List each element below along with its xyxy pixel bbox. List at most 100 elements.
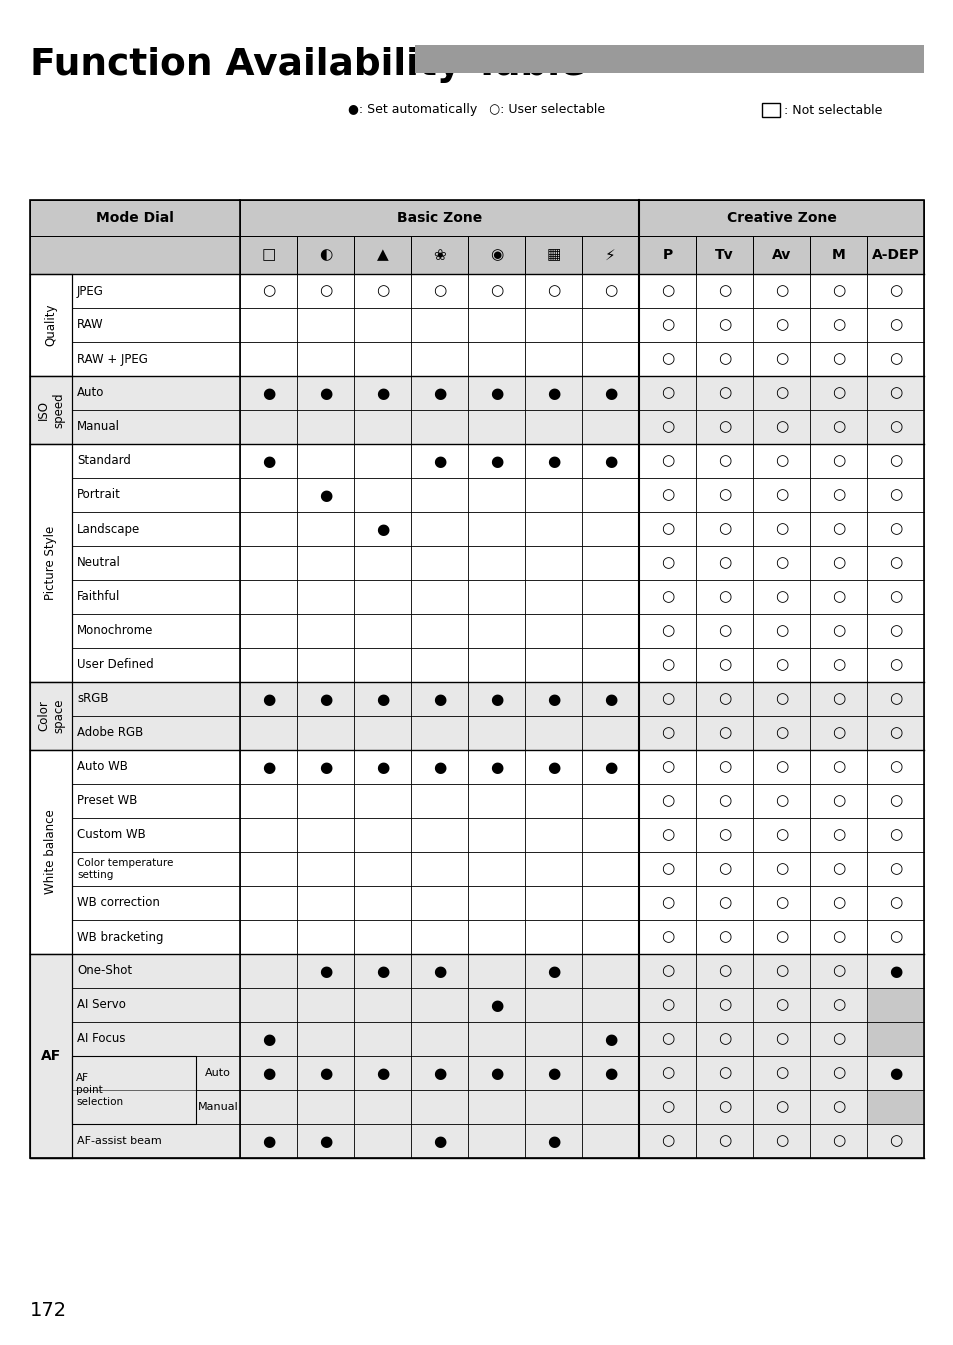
Bar bbox=[468, 886, 524, 920]
Text: AF
point
selection: AF point selection bbox=[76, 1072, 123, 1107]
Bar bbox=[296, 954, 354, 989]
Bar bbox=[296, 410, 354, 444]
Bar bbox=[809, 377, 866, 410]
Text: ●: ● bbox=[546, 453, 559, 468]
Bar bbox=[354, 716, 411, 751]
Bar bbox=[411, 410, 468, 444]
Text: ○: ○ bbox=[660, 896, 674, 911]
Bar bbox=[639, 200, 923, 235]
Bar bbox=[696, 1089, 752, 1124]
Text: Neutral: Neutral bbox=[77, 557, 121, 569]
Bar bbox=[524, 1089, 581, 1124]
Bar bbox=[696, 410, 752, 444]
Bar bbox=[71, 716, 240, 751]
Bar bbox=[411, 1056, 468, 1089]
Bar bbox=[240, 1022, 296, 1056]
Bar bbox=[752, 512, 809, 546]
Text: ○: ○ bbox=[774, 487, 787, 503]
Text: ●: ● bbox=[433, 1065, 446, 1080]
Text: ○: ○ bbox=[774, 1099, 787, 1115]
Bar bbox=[581, 477, 639, 512]
Bar bbox=[240, 546, 296, 580]
Bar bbox=[639, 235, 696, 274]
Bar bbox=[866, 410, 923, 444]
Text: ○: ○ bbox=[888, 760, 902, 775]
Bar bbox=[240, 512, 296, 546]
Text: Portrait: Portrait bbox=[77, 488, 121, 502]
Bar bbox=[866, 274, 923, 308]
Bar bbox=[411, 1124, 468, 1158]
Bar bbox=[71, 1022, 240, 1056]
Text: ○: ○ bbox=[831, 1032, 844, 1046]
Bar bbox=[240, 410, 296, 444]
Bar bbox=[411, 615, 468, 648]
Bar bbox=[581, 682, 639, 716]
Bar bbox=[468, 851, 524, 886]
Text: ISO
speed: ISO speed bbox=[37, 393, 65, 428]
Bar bbox=[761, 104, 780, 117]
Bar bbox=[468, 274, 524, 308]
Bar bbox=[696, 648, 752, 682]
Bar bbox=[354, 477, 411, 512]
Bar bbox=[411, 274, 468, 308]
Bar bbox=[866, 1056, 923, 1089]
Text: ●: ● bbox=[888, 963, 902, 979]
Text: 172: 172 bbox=[30, 1301, 67, 1319]
Bar bbox=[524, 512, 581, 546]
Text: ●: ● bbox=[262, 691, 274, 706]
Text: ◐: ◐ bbox=[318, 247, 332, 262]
Text: Preset WB: Preset WB bbox=[77, 795, 137, 807]
Bar bbox=[639, 851, 696, 886]
Bar bbox=[240, 580, 296, 615]
Bar bbox=[809, 274, 866, 308]
Text: ○: ○ bbox=[888, 351, 902, 366]
Text: ●: ● bbox=[433, 453, 446, 468]
Bar bbox=[71, 546, 240, 580]
Bar bbox=[296, 308, 354, 342]
Bar bbox=[195, 1089, 240, 1124]
Bar bbox=[296, 444, 354, 477]
Text: ○: ○ bbox=[717, 862, 730, 877]
Bar bbox=[30, 512, 71, 546]
Text: ○: ○ bbox=[717, 522, 730, 537]
Text: ○: ○ bbox=[888, 658, 902, 672]
Bar bbox=[639, 1124, 696, 1158]
Bar bbox=[696, 444, 752, 477]
Bar bbox=[468, 1022, 524, 1056]
Bar bbox=[809, 410, 866, 444]
Bar bbox=[468, 648, 524, 682]
Bar bbox=[809, 682, 866, 716]
Bar bbox=[752, 410, 809, 444]
Bar bbox=[524, 851, 581, 886]
Bar bbox=[411, 920, 468, 954]
Bar bbox=[639, 1022, 696, 1056]
Bar bbox=[752, 615, 809, 648]
Bar bbox=[354, 1056, 411, 1089]
Text: ●: ● bbox=[546, 386, 559, 401]
Bar bbox=[696, 886, 752, 920]
Bar bbox=[524, 818, 581, 851]
Bar bbox=[752, 920, 809, 954]
Bar bbox=[296, 886, 354, 920]
Text: ○: ○ bbox=[660, 522, 674, 537]
Bar bbox=[411, 477, 468, 512]
Text: ●: ● bbox=[318, 1134, 332, 1149]
Text: ○: ○ bbox=[774, 1032, 787, 1046]
Bar bbox=[866, 477, 923, 512]
Bar bbox=[30, 954, 71, 989]
Bar bbox=[524, 342, 581, 377]
Text: ○: ○ bbox=[831, 386, 844, 401]
Bar bbox=[696, 546, 752, 580]
Bar bbox=[524, 580, 581, 615]
Bar bbox=[696, 851, 752, 886]
Text: Tv: Tv bbox=[715, 247, 733, 262]
Bar bbox=[752, 818, 809, 851]
Bar bbox=[639, 377, 696, 410]
Text: ○: ○ bbox=[262, 284, 274, 299]
Text: AF: AF bbox=[41, 1049, 61, 1063]
Bar bbox=[866, 444, 923, 477]
Text: ○: ○ bbox=[774, 998, 787, 1013]
Bar bbox=[411, 1089, 468, 1124]
Bar bbox=[468, 682, 524, 716]
Text: ○: ○ bbox=[774, 555, 787, 570]
